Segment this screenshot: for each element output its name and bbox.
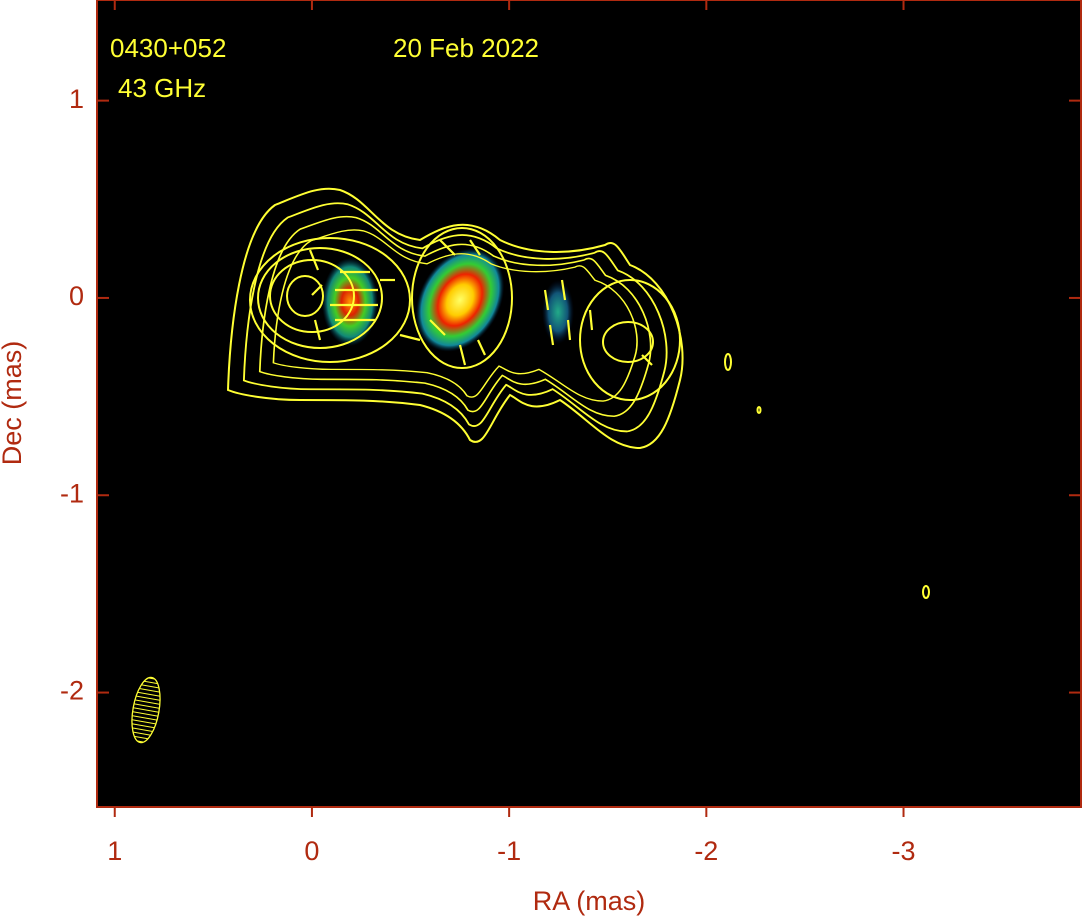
contour [286,275,324,317]
contour [724,353,732,371]
contour [226,187,684,450]
x-tick-label: -2 [694,836,718,866]
contour [249,237,411,363]
beam [131,676,161,744]
contour [922,585,930,599]
blob [415,248,505,352]
date: 20 Feb 2022 [393,33,539,63]
contour [756,406,762,414]
contour [257,247,383,349]
x-axis-label: RA (mas) [533,886,646,916]
y-axis-label: Dec (mas) [0,341,27,466]
contour [269,259,355,333]
frequency: 43 GHz [118,73,206,103]
x-tick-label: 0 [304,836,319,866]
blob [322,258,378,346]
x-tick-label: -3 [892,836,916,866]
y-tick-label: -1 [60,478,84,508]
source-name: 0430+052 [110,33,226,63]
y-tick-label: -2 [60,676,84,706]
polarization [308,239,653,366]
plot-area [97,0,1081,807]
y-tick-label: 1 [69,84,84,114]
plot-frame [96,0,1082,808]
y-tick-label: 0 [69,281,84,311]
x-tick-label: 1 [107,836,122,866]
contour [602,321,654,363]
contour [411,227,513,369]
contour [579,279,681,401]
x-tick-label: -1 [497,836,521,866]
contours [226,187,930,599]
